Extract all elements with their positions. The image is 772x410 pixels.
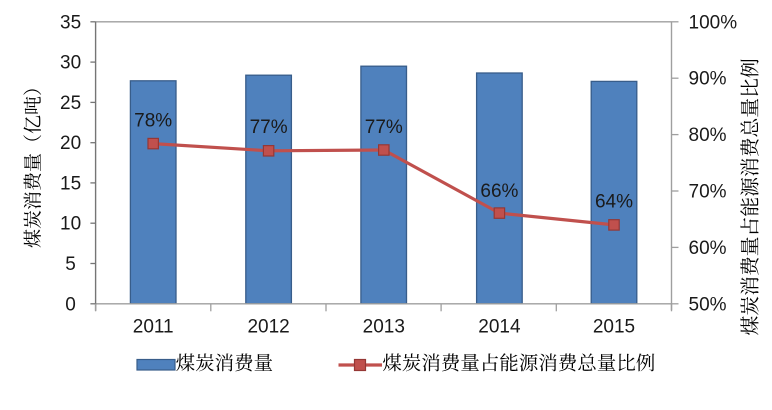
svg-text:2015: 2015 [593,317,635,338]
svg-text:2013: 2013 [363,317,405,338]
svg-text:2012: 2012 [247,317,289,338]
svg-text:5: 5 [65,254,76,275]
svg-text:64%: 64% [595,192,633,213]
svg-text:66%: 66% [480,181,518,202]
svg-text:2014: 2014 [478,317,521,338]
svg-text:30: 30 [60,53,81,74]
svg-text:78%: 78% [134,110,172,131]
svg-text:15: 15 [60,173,81,194]
svg-text:0: 0 [65,294,76,315]
svg-text:20: 20 [60,133,81,154]
svg-text:100%: 100% [689,12,738,33]
svg-text:10: 10 [60,214,81,235]
svg-text:90%: 90% [689,69,727,90]
svg-text:2011: 2011 [133,317,174,338]
svg-text:80%: 80% [689,125,727,146]
svg-text:60%: 60% [689,238,727,259]
svg-text:25: 25 [60,93,81,114]
svg-text:77%: 77% [365,117,403,138]
svg-text:77%: 77% [250,117,288,138]
svg-text:70%: 70% [689,182,727,203]
svg-text:35: 35 [60,12,81,33]
svg-text:50%: 50% [689,294,727,315]
